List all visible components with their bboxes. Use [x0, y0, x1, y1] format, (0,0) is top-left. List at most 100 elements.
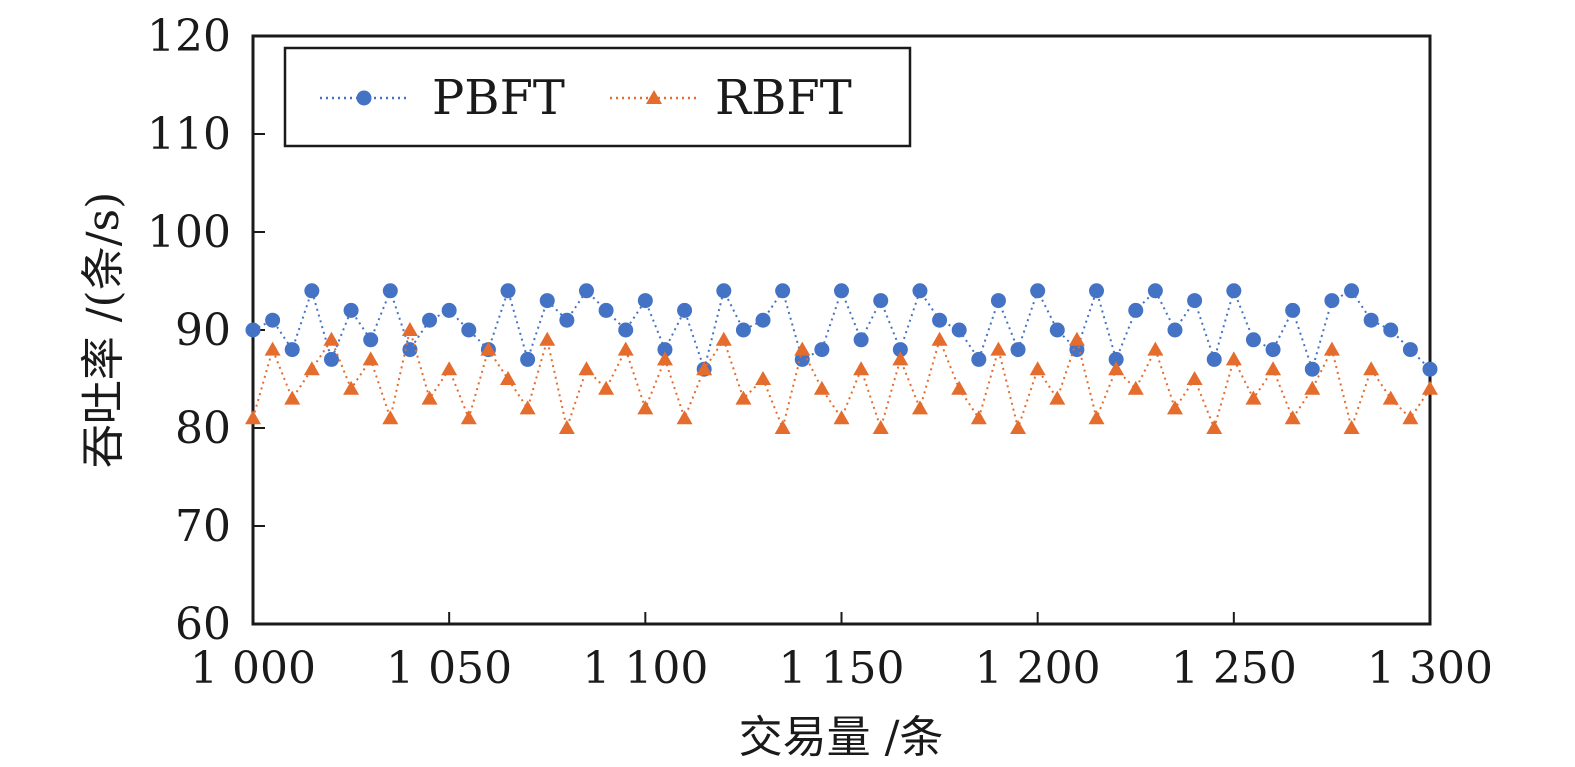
data-point-pbft: [441, 302, 457, 318]
data-point-rbft: [323, 331, 340, 346]
data-point-pbft: [677, 302, 693, 318]
data-point-rbft: [872, 420, 889, 434]
data-point-pbft: [1030, 283, 1046, 299]
data-point-pbft: [461, 322, 477, 338]
data-point-pbft: [1363, 312, 1379, 328]
data-point-pbft: [284, 342, 300, 358]
y-tick-label: 120: [147, 11, 231, 62]
data-point-pbft: [735, 322, 751, 338]
data-point-rbft: [970, 410, 987, 425]
data-point-pbft: [265, 312, 281, 328]
data-point-pbft: [1383, 322, 1399, 338]
data-point-rbft: [1304, 380, 1321, 395]
data-point-pbft: [775, 283, 791, 299]
data-point-rbft: [401, 322, 418, 336]
x-tick-label: 1 150: [779, 643, 905, 694]
data-point-rbft: [441, 361, 458, 376]
x-tick-label: 1 300: [1367, 643, 1493, 694]
data-point-pbft: [539, 293, 555, 309]
data-point-rbft: [1088, 410, 1105, 425]
series-line-pbft: [252, 287, 1431, 373]
y-tick-label: 90: [175, 305, 231, 356]
data-point-rbft: [1225, 351, 1242, 366]
data-point-rbft: [833, 410, 850, 425]
legend-pbft-label: PBFT: [432, 70, 565, 126]
data-point-rbft: [892, 351, 909, 366]
data-point-rbft: [1147, 341, 1164, 356]
data-point-rbft: [1265, 361, 1282, 376]
data-point-pbft: [1422, 361, 1438, 377]
data-point-pbft: [892, 342, 908, 358]
data-point-pbft: [814, 342, 830, 358]
data-point-pbft: [971, 351, 987, 367]
data-point-rbft: [931, 331, 948, 346]
data-point-rbft: [656, 351, 673, 366]
data-point-rbft: [578, 361, 595, 376]
data-point-rbft: [558, 420, 575, 434]
data-point-pbft: [304, 283, 320, 299]
data-point-rbft: [1343, 420, 1360, 434]
data-point-rbft: [990, 341, 1007, 356]
legend-rbft-marker: [646, 90, 662, 104]
y-tick-label: 60: [175, 599, 231, 650]
data-point-rbft: [735, 390, 752, 405]
data-point-pbft: [343, 302, 359, 318]
data-point-rbft: [480, 341, 497, 356]
data-point-pbft: [323, 351, 339, 367]
x-tick-label: 1 050: [386, 643, 512, 694]
data-point-pbft: [912, 283, 928, 299]
data-point-pbft: [559, 312, 575, 328]
legend: PBFT RBFT: [283, 46, 912, 148]
y-tick-label: 70: [175, 501, 231, 552]
data-point-pbft: [716, 283, 732, 299]
data-point-rbft: [1049, 390, 1066, 405]
data-point-pbft: [755, 312, 771, 328]
data-point-pbft: [598, 302, 614, 318]
y-axis: 60 70 80 90 100 110 120: [147, 11, 265, 650]
data-point-pbft: [1128, 302, 1144, 318]
data-point-pbft: [657, 342, 673, 358]
data-point-rbft: [1284, 410, 1301, 425]
data-point-pbft: [990, 293, 1006, 309]
data-point-pbft: [1344, 283, 1360, 299]
data-point-rbft: [1206, 420, 1223, 434]
data-point-pbft: [1089, 283, 1105, 299]
data-point-pbft: [618, 322, 634, 338]
data-point-rbft: [755, 371, 772, 385]
data-point-rbft: [1010, 420, 1027, 434]
data-point-rbft: [421, 390, 438, 405]
x-axis-title: 交易量 /条: [739, 712, 944, 763]
data-point-pbft: [853, 332, 869, 348]
data-point-pbft: [1304, 361, 1320, 377]
data-point-rbft: [460, 410, 477, 425]
legend-rbft-label: RBFT: [715, 70, 852, 126]
data-point-pbft: [1265, 342, 1281, 358]
data-point-pbft: [422, 312, 438, 328]
data-point-rbft: [1402, 410, 1419, 425]
data-point-rbft: [1363, 361, 1380, 376]
y-tick-label: 100: [147, 207, 231, 258]
data-point-pbft: [834, 283, 849, 299]
data-point-rbft: [500, 371, 517, 385]
data-point-rbft: [911, 400, 928, 415]
data-point-pbft: [1187, 293, 1203, 309]
data-point-rbft: [696, 361, 713, 376]
series-layer: [245, 283, 1438, 434]
data-point-rbft: [774, 420, 791, 434]
data-point-rbft: [853, 361, 870, 376]
data-point-rbft: [1422, 380, 1438, 395]
data-point-pbft: [245, 322, 261, 338]
data-point-pbft: [1147, 283, 1163, 299]
data-point-rbft: [382, 410, 399, 425]
data-point-pbft: [1167, 322, 1183, 338]
data-point-rbft: [303, 361, 320, 376]
data-point-rbft: [1127, 380, 1144, 395]
data-point-pbft: [500, 283, 516, 299]
legend-pbft-marker: [356, 90, 372, 106]
x-axis: 1 000 1 050 1 100 1 150 1 200 1 250 1 300: [190, 612, 1493, 694]
data-point-rbft: [362, 351, 379, 366]
data-point-pbft: [1049, 322, 1065, 338]
data-point-rbft: [1029, 361, 1046, 376]
data-point-pbft: [1010, 342, 1026, 358]
